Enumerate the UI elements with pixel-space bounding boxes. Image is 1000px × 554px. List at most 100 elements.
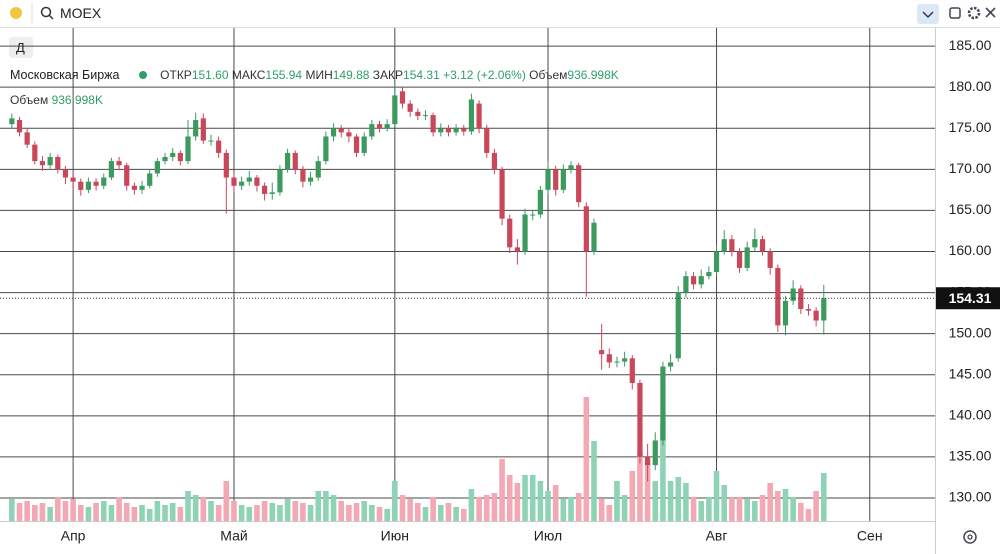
- volume-bar: [430, 497, 436, 521]
- candle-body: [108, 161, 115, 178]
- candle-body: [300, 169, 306, 182]
- volume-bar: [752, 501, 758, 521]
- volume-bar: [254, 505, 260, 521]
- volume-bar: [767, 483, 773, 521]
- legend-label: ОТКР: [160, 68, 192, 82]
- candle-body: [239, 181, 245, 186]
- candle-body: [759, 239, 766, 252]
- volume-bar: [690, 497, 697, 521]
- candle-body: [752, 239, 758, 248]
- candle-body: [277, 169, 283, 193]
- gear-icon[interactable]: [967, 6, 981, 20]
- interval-button[interactable]: [9, 37, 33, 58]
- volume-bar: [790, 497, 796, 521]
- candle-body: [124, 165, 130, 186]
- volume-bar: [131, 507, 138, 521]
- candle-body: [706, 272, 712, 277]
- y-tick-label: 180.00: [949, 78, 992, 94]
- y-tick-label: 175.00: [949, 119, 992, 135]
- volume-bar: [744, 499, 750, 521]
- search-text[interactable]: MOEX: [60, 5, 102, 21]
- candle-body: [262, 185, 268, 194]
- volume-bar: [660, 421, 666, 521]
- y-tick-label: 170.00: [949, 160, 992, 176]
- candle-body: [821, 298, 827, 321]
- volume-bar: [315, 491, 322, 521]
- last-price-label: 154.31: [949, 290, 992, 306]
- instrument-name: Московская Биржа: [10, 68, 120, 82]
- volume-bar: [192, 495, 199, 521]
- volume-bar: [284, 499, 291, 521]
- volume-bar: [346, 505, 352, 521]
- y-tick-label: 160.00: [949, 242, 992, 258]
- search-icon[interactable]: [40, 6, 54, 20]
- candle-body: [93, 181, 99, 186]
- volume-bar: [445, 503, 452, 521]
- volume-bar: [415, 503, 421, 521]
- volume-bar: [292, 501, 299, 521]
- x-tick-label: Июн: [381, 528, 409, 544]
- candle-body: [775, 267, 781, 326]
- volume-bar: [162, 505, 168, 521]
- volume-bar: [453, 507, 459, 521]
- candle-body: [415, 111, 421, 116]
- candle-body: [131, 185, 137, 190]
- candle-body: [736, 251, 743, 268]
- volume-bar: [200, 497, 207, 521]
- candle-body: [484, 128, 490, 153]
- legend-value: 151.60: [191, 68, 229, 82]
- candle-body: [491, 152, 498, 170]
- volume-bar: [568, 497, 574, 521]
- volume-bar: [77, 505, 84, 521]
- legend-change: +3.12 (+2.06%): [443, 68, 526, 82]
- volume-bar: [667, 481, 674, 521]
- volume-bar: [307, 505, 314, 521]
- volume-bar: [483, 495, 490, 521]
- candle-body: [813, 310, 819, 321]
- y-tick-label: 135.00: [949, 448, 992, 464]
- volume-bar: [353, 503, 360, 521]
- dropdown-button[interactable]: [917, 4, 939, 24]
- x-tick-label: Июл: [534, 528, 562, 544]
- volume-bar: [62, 501, 69, 521]
- volume-bar: [330, 495, 337, 521]
- volume-bar: [146, 509, 153, 521]
- candle-body: [744, 247, 750, 268]
- volume-bar: [361, 501, 367, 521]
- candle-body: [369, 124, 375, 137]
- x-tick-label: Авг: [706, 528, 728, 544]
- candle-body: [223, 152, 229, 178]
- candle-body: [32, 144, 38, 162]
- candle-body: [430, 115, 436, 133]
- volume-bar: [231, 501, 237, 521]
- candle-body: [690, 276, 697, 285]
- legend-volume-label: Объем: [529, 68, 568, 82]
- close-icon[interactable]: [985, 7, 996, 18]
- candle-body: [162, 157, 168, 162]
- candle-body: [591, 222, 597, 252]
- candle-body: [622, 358, 628, 362]
- volume-bar: [223, 481, 230, 521]
- square-icon[interactable]: [949, 7, 961, 19]
- candle-body: [453, 128, 459, 133]
- volume-bar: [560, 499, 567, 521]
- volume-bar: [261, 501, 268, 521]
- settings-icon[interactable]: [963, 530, 977, 544]
- volume-bar: [376, 507, 383, 521]
- candle-body: [422, 115, 429, 117]
- volume-bar: [238, 505, 245, 521]
- volume-bar: [736, 497, 743, 521]
- y-tick-label: 150.00: [949, 324, 992, 340]
- volume-bar: [277, 505, 283, 521]
- candle-body: [790, 288, 796, 301]
- volume-bar: [805, 509, 812, 521]
- volume-bar: [16, 503, 23, 521]
- candle-body: [292, 152, 298, 170]
- candle-body: [499, 169, 505, 219]
- legend-value: 149.88: [332, 68, 370, 82]
- volume-value: 936.998K: [51, 93, 103, 107]
- candle-body: [660, 366, 666, 441]
- volume-bar: [591, 441, 597, 521]
- volume-bar: [621, 495, 628, 521]
- y-tick-label: 145.00: [949, 365, 992, 381]
